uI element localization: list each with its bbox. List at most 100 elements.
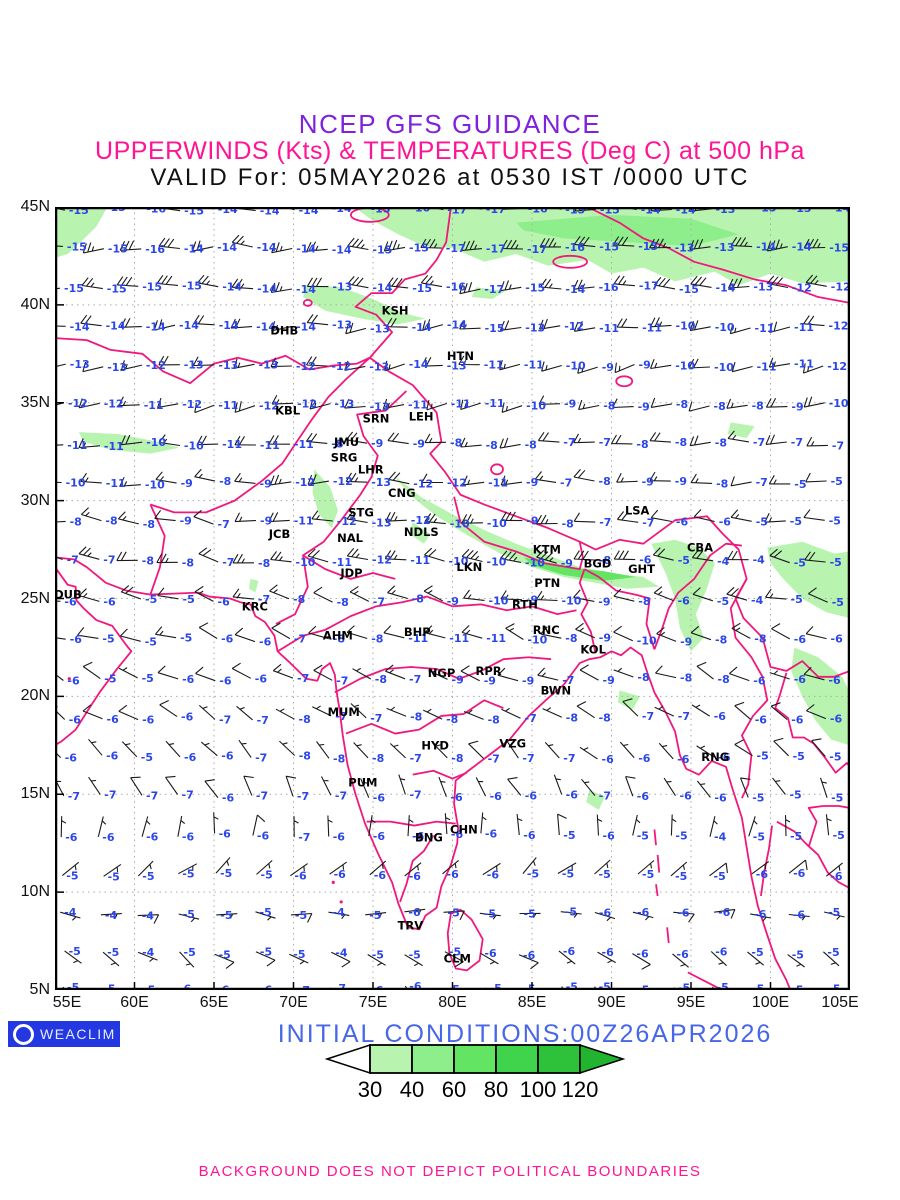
wind-barb bbox=[195, 666, 216, 682]
temperature-value: -5 bbox=[104, 673, 116, 686]
temperature-value: -15 bbox=[409, 241, 429, 254]
temperature-value: -5 bbox=[563, 829, 575, 842]
wind-barb bbox=[275, 708, 295, 720]
wind-barb bbox=[709, 816, 718, 837]
wind-barb bbox=[766, 239, 788, 252]
temperature-value: -8 bbox=[675, 436, 687, 449]
wind-barb bbox=[463, 589, 485, 601]
temperature-value: -14 bbox=[70, 320, 90, 333]
temperature-value: -12 bbox=[411, 514, 431, 527]
temperature-value: -17 bbox=[639, 280, 659, 293]
temperature-value: -8 bbox=[410, 710, 422, 723]
temperature-value: -5 bbox=[523, 982, 535, 990]
temperature-value: -7 bbox=[409, 789, 421, 802]
wind-shading-patch bbox=[651, 539, 715, 652]
temperature-value: -6 bbox=[830, 870, 843, 883]
temperature-value: -8 bbox=[299, 713, 311, 726]
temperature-value: -6 bbox=[485, 827, 498, 840]
wind-barb bbox=[200, 741, 218, 757]
temperature-value: -4 bbox=[64, 906, 77, 919]
wind-barb bbox=[158, 237, 180, 250]
wind-barb bbox=[346, 510, 368, 524]
temperature-value: -8 bbox=[331, 437, 343, 450]
wind-barb bbox=[765, 434, 787, 445]
wind-barb bbox=[368, 815, 376, 837]
temperature-value: -8 bbox=[637, 671, 649, 684]
wind-barb bbox=[159, 700, 178, 718]
wind-barb bbox=[386, 277, 409, 289]
wind-barb bbox=[293, 816, 299, 838]
wind-barb bbox=[459, 319, 481, 330]
wind-barb bbox=[157, 665, 179, 680]
boundaries-layer bbox=[55, 207, 850, 990]
wind-barb bbox=[632, 953, 651, 970]
wind-barb bbox=[120, 318, 142, 328]
wind-barb bbox=[331, 951, 351, 968]
temperature-value: -4 bbox=[335, 946, 348, 959]
temperature-value: -7 bbox=[562, 674, 574, 687]
city-label: CBA bbox=[687, 541, 713, 555]
wind-barb bbox=[690, 207, 712, 212]
temperature-value: -6 bbox=[718, 751, 731, 764]
temperature-value: -10 bbox=[637, 635, 657, 648]
wind-barb bbox=[692, 587, 714, 602]
temperature-value: -9 bbox=[413, 438, 425, 451]
temperature-value: -8 bbox=[525, 438, 537, 451]
city-label: TRV bbox=[398, 918, 424, 932]
temperature-value: -5 bbox=[145, 635, 157, 648]
wind-barb bbox=[82, 661, 101, 680]
temperature-value: -9 bbox=[791, 401, 803, 414]
temperature-value: -4 bbox=[751, 594, 764, 607]
temperature-value: -4 bbox=[142, 946, 155, 959]
wind-barb bbox=[573, 433, 595, 444]
temperature-value: -8 bbox=[412, 593, 424, 606]
temperature-value: -5 bbox=[714, 870, 726, 883]
wind-barb bbox=[193, 509, 214, 525]
temperature-value: -5 bbox=[637, 984, 649, 991]
temperature-value: -13 bbox=[792, 207, 812, 215]
wind-barb bbox=[479, 912, 501, 920]
temperature-value: -11 bbox=[218, 399, 238, 412]
temperature-value: -7 bbox=[599, 790, 611, 803]
temperature-value: -7 bbox=[334, 982, 346, 990]
city-label: CHN bbox=[450, 822, 478, 836]
y-axis-label: 30N bbox=[20, 491, 50, 509]
temperature-value: -7 bbox=[563, 436, 575, 449]
wind-barb bbox=[516, 814, 523, 836]
wind-barb bbox=[689, 320, 711, 332]
temperature-value: -6 bbox=[793, 909, 806, 922]
boundary-line bbox=[412, 769, 468, 780]
wind-barb bbox=[499, 320, 522, 331]
wind-barb bbox=[312, 705, 332, 717]
wind-barb bbox=[690, 275, 712, 288]
temperature-value: -6 bbox=[373, 830, 386, 843]
temperature-value: -7 bbox=[103, 553, 115, 566]
wind-barb bbox=[178, 913, 200, 923]
wind-barb bbox=[536, 549, 557, 564]
temperature-value: -16 bbox=[528, 207, 548, 215]
wind-barb bbox=[500, 511, 523, 522]
wind-barb bbox=[578, 399, 600, 411]
temperature-value: -12 bbox=[295, 476, 315, 489]
temperature-value: -6 bbox=[294, 870, 307, 883]
temperature-value: -6 bbox=[142, 714, 155, 727]
temperature-value: -8 bbox=[562, 518, 574, 531]
temperature-value: -7 bbox=[642, 710, 654, 723]
wind-barb bbox=[541, 361, 562, 372]
wind-barb bbox=[823, 911, 845, 920]
temperature-value: -9 bbox=[526, 515, 538, 528]
wind-barb bbox=[653, 586, 674, 602]
wind-barb bbox=[654, 705, 675, 717]
wind-barb bbox=[404, 954, 423, 967]
boundary-line bbox=[807, 805, 850, 848]
wind-barb bbox=[285, 775, 297, 797]
wind-barb bbox=[307, 474, 329, 486]
legend-tick-label: 60 bbox=[442, 1077, 466, 1102]
temperature-value: -6 bbox=[107, 713, 120, 726]
wind-barb bbox=[313, 586, 333, 603]
temperature-value: -9 bbox=[675, 475, 687, 488]
temperature-value: -15 bbox=[69, 207, 89, 217]
temperature-value: -12 bbox=[296, 360, 316, 373]
wind-barb bbox=[116, 276, 139, 287]
temperature-value: -10 bbox=[675, 359, 695, 372]
